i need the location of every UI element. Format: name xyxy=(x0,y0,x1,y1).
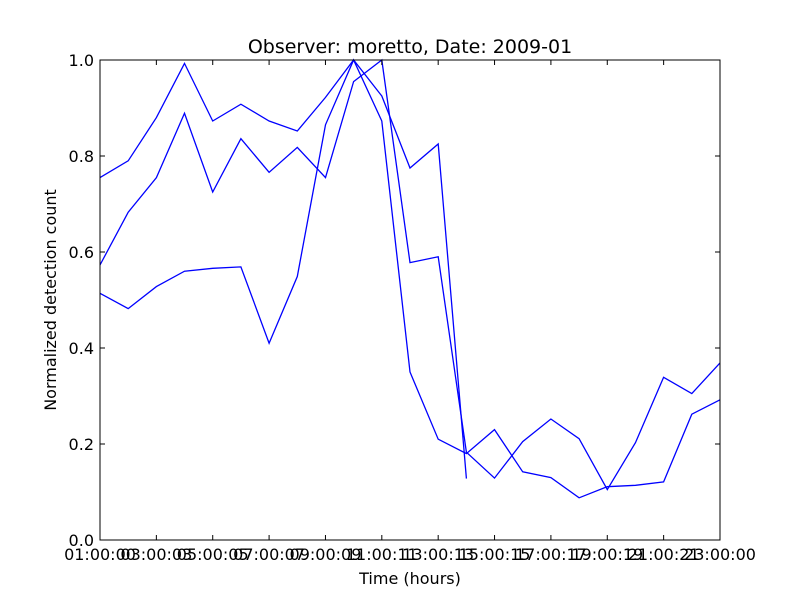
y-tick-label: 0.6 xyxy=(69,243,94,262)
x-axis-label: Time (hours) xyxy=(358,569,461,588)
x-tick-label: 21:00:21 xyxy=(628,545,700,564)
x-tick-label: 17:00:17 xyxy=(515,545,587,564)
x-tick-label: 13:00:13 xyxy=(402,545,474,564)
x-tick-label: 07:00:07 xyxy=(233,545,305,564)
x-tick-label: 19:00:19 xyxy=(571,545,643,564)
x-tick-label: 03:00:03 xyxy=(120,545,192,564)
y-tick-label: 1.0 xyxy=(69,51,94,70)
series-line-2 xyxy=(99,58,721,491)
x-tick-label: 01:00:00 xyxy=(64,545,136,564)
series-line-1 xyxy=(99,58,468,479)
chart-title: Observer: moretto, Date: 2009-01 xyxy=(248,36,572,58)
series-line-3 xyxy=(99,58,721,499)
y-tick-label: 0.0 xyxy=(69,531,94,550)
x-tick-label: 11:00:11 xyxy=(346,545,418,564)
x-tick-label: 23:00:00 xyxy=(684,545,756,564)
x-tick-label: 09:00:09 xyxy=(290,545,362,564)
series-layer xyxy=(99,58,721,499)
y-tick-label: 0.2 xyxy=(69,435,94,454)
y-axis-label: Normalized detection count xyxy=(41,189,60,411)
plot-frame xyxy=(99,59,721,541)
ticks-layer: 01:00:0003:00:0305:00:0507:00:0709:00:09… xyxy=(64,51,756,564)
x-tick-label: 15:00:15 xyxy=(459,545,531,564)
y-tick-label: 0.4 xyxy=(69,339,94,358)
x-tick-label: 05:00:05 xyxy=(177,545,249,564)
y-tick-label: 0.8 xyxy=(69,147,94,166)
